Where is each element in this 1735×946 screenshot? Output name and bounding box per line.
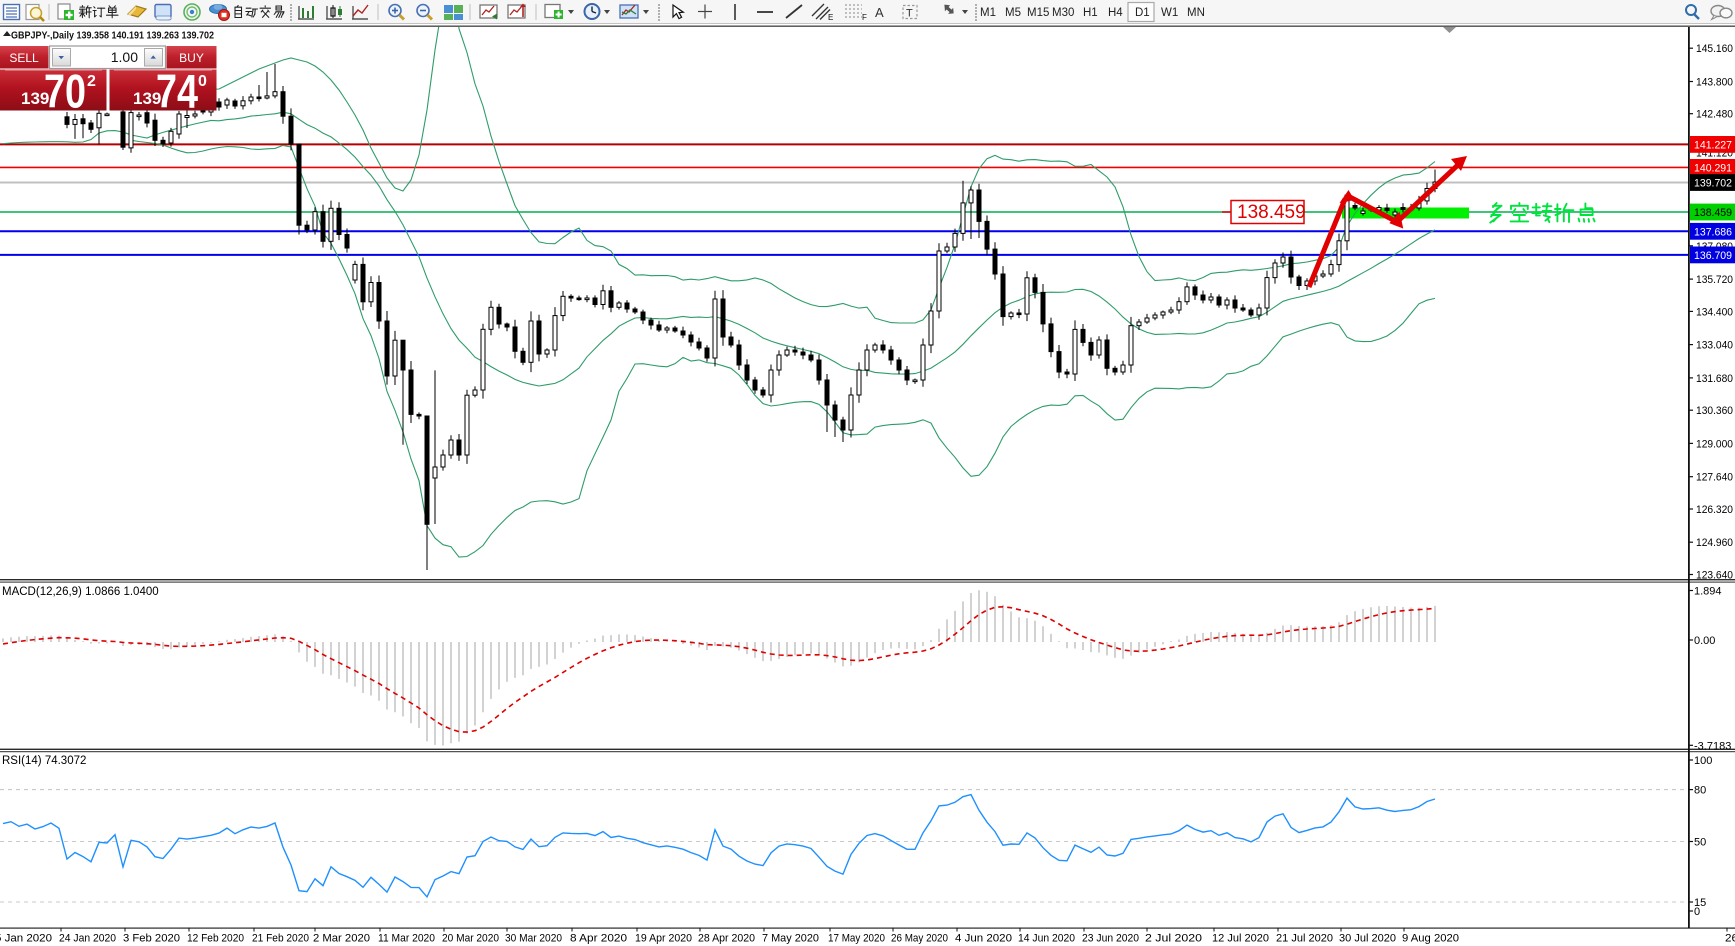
svg-text:BUY: BUY (179, 51, 204, 65)
svg-text:30 Mar 2020: 30 Mar 2020 (505, 933, 562, 945)
svg-text:14 Jun 2020: 14 Jun 2020 (1018, 933, 1075, 945)
svg-text:A: A (875, 5, 884, 20)
svg-text:H4: H4 (1108, 7, 1123, 19)
svg-text:145.160: 145.160 (1696, 43, 1733, 55)
svg-text:126.320: 126.320 (1696, 504, 1733, 516)
svg-text:24 Jan 2020: 24 Jan 2020 (59, 933, 116, 945)
svg-text:1.00: 1.00 (111, 49, 138, 65)
svg-text:21 Jul 2020: 21 Jul 2020 (1276, 933, 1333, 945)
svg-text:MACD(12,26,9) 1.0866 1.0400: MACD(12,26,9) 1.0866 1.0400 (2, 586, 159, 598)
svg-text:74: 74 (156, 65, 198, 118)
svg-text:D1: D1 (1135, 7, 1150, 19)
svg-text:11 Mar 2020: 11 Mar 2020 (378, 933, 435, 945)
svg-text:80: 80 (1694, 785, 1706, 797)
svg-text:135.720: 135.720 (1696, 274, 1733, 286)
svg-text:0: 0 (198, 73, 207, 90)
svg-text:26 May 2020: 26 May 2020 (891, 933, 948, 945)
svg-text:143.800: 143.800 (1696, 77, 1733, 89)
svg-text:8 Apr 2020: 8 Apr 2020 (570, 933, 627, 945)
svg-text:123.640: 123.640 (1696, 570, 1733, 582)
svg-text:0: 0 (1694, 906, 1700, 918)
svg-text:M30: M30 (1052, 7, 1074, 19)
svg-text:70: 70 (44, 65, 86, 118)
svg-text:100: 100 (1694, 755, 1712, 767)
svg-text:M1: M1 (980, 7, 996, 19)
svg-text:2 Mar 2020: 2 Mar 2020 (313, 933, 370, 945)
svg-text:H1: H1 (1083, 7, 1098, 19)
svg-text:139: 139 (21, 89, 49, 108)
svg-text:28 Apr 2020: 28 Apr 2020 (698, 933, 755, 945)
svg-text:131.680: 131.680 (1696, 373, 1733, 385)
svg-text:7 May 2020: 7 May 2020 (762, 933, 819, 945)
svg-text:GBPJPY-,Daily 139.358 140.191: GBPJPY-,Daily 139.358 140.191 139.263 13… (11, 30, 214, 42)
svg-text:23 Jun 2020: 23 Jun 2020 (1082, 933, 1139, 945)
svg-text:127.640: 127.640 (1696, 472, 1733, 484)
svg-text:SELL: SELL (9, 51, 39, 65)
svg-text:15: 15 (1694, 897, 1706, 909)
svg-text:142.480: 142.480 (1696, 109, 1733, 121)
svg-text:5 Jan 2020: 5 Jan 2020 (0, 933, 52, 945)
svg-text:134.400: 134.400 (1696, 306, 1733, 318)
svg-text:17 May 2020: 17 May 2020 (828, 933, 885, 945)
svg-text:19 Apr 2020: 19 Apr 2020 (635, 933, 692, 945)
svg-text:W1: W1 (1161, 7, 1178, 19)
svg-text:139.702: 139.702 (1694, 178, 1732, 190)
svg-text:133.040: 133.040 (1696, 340, 1733, 352)
svg-text:3 Feb 2020: 3 Feb 2020 (123, 933, 180, 945)
svg-text:MN: MN (1187, 7, 1205, 19)
svg-text:M5: M5 (1005, 7, 1021, 19)
svg-text:130.360: 130.360 (1696, 405, 1733, 417)
svg-text:30 Jul 2020: 30 Jul 2020 (1339, 933, 1396, 945)
svg-text:26: 26 (1725, 933, 1735, 945)
svg-text:E: E (828, 13, 833, 22)
svg-text:-3.7183: -3.7183 (1694, 740, 1731, 752)
svg-text:138.459: 138.459 (1694, 207, 1732, 219)
svg-text:137.686: 137.686 (1694, 227, 1732, 239)
svg-text:50: 50 (1694, 837, 1706, 849)
svg-text:138.459: 138.459 (1237, 202, 1306, 223)
svg-text:9 Aug 2020: 9 Aug 2020 (1402, 933, 1459, 945)
svg-text:1.894: 1.894 (1694, 586, 1722, 598)
svg-text:136.709: 136.709 (1694, 250, 1732, 262)
svg-text:129.000: 129.000 (1696, 438, 1733, 450)
svg-text:140.291: 140.291 (1694, 163, 1732, 175)
svg-text:12 Jul 2020: 12 Jul 2020 (1212, 933, 1269, 945)
svg-text:12 Feb 2020: 12 Feb 2020 (187, 933, 244, 945)
svg-text:21 Feb 2020: 21 Feb 2020 (252, 933, 309, 945)
svg-text:139: 139 (133, 89, 161, 108)
svg-text:124.960: 124.960 (1696, 537, 1733, 549)
svg-text:0.00: 0.00 (1694, 635, 1715, 647)
svg-text:RSI(14) 74.3072: RSI(14) 74.3072 (2, 755, 86, 767)
svg-text:T: T (906, 8, 913, 20)
svg-text:F: F (862, 13, 867, 22)
svg-text:20 Mar 2020: 20 Mar 2020 (442, 933, 499, 945)
svg-text:M15: M15 (1027, 7, 1049, 19)
svg-text:4 Jun 2020: 4 Jun 2020 (955, 933, 1012, 945)
svg-text:141.227: 141.227 (1694, 140, 1732, 152)
svg-text:2: 2 (87, 73, 96, 90)
svg-text:2 Jul 2020: 2 Jul 2020 (1145, 933, 1202, 945)
